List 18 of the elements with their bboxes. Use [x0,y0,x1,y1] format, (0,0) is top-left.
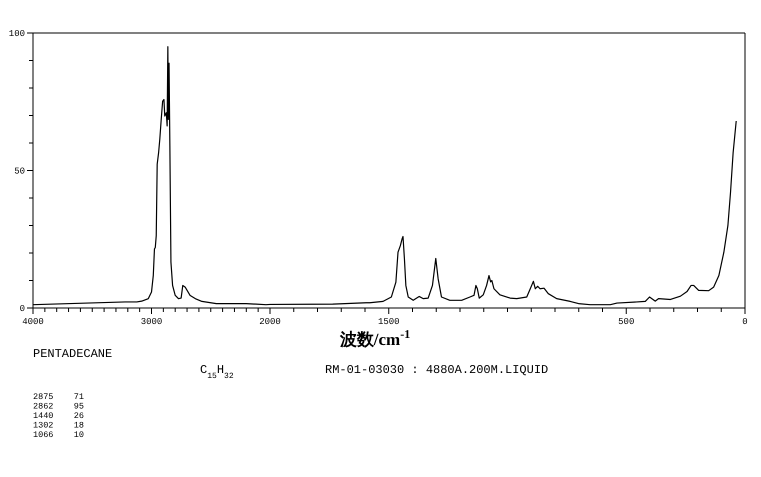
x-axis-title: 波数/cm$^{-1}$ [338,327,410,349]
text: 2875 71 [33,392,84,402]
x-tick-label: 0 [742,317,748,327]
x-tick-label: 2000 [259,317,281,327]
x-tick-label: 3000 [140,317,162,327]
x-tick-label: 500 [618,317,634,327]
x-tick-label: 4000 [22,317,44,327]
y-tick-label: 0 [20,304,25,314]
text: PENTADECANE [33,347,112,361]
y-tick-label: 100 [8,29,25,39]
text: C$_{15}$H$_{32}$ [200,363,234,380]
text: 2862 95 [33,402,84,412]
x-tick-label: 1500 [378,317,400,327]
text: RM-01-03030 : 4880A.200M.LIQUID [325,363,548,377]
text: 1440 26 [33,411,84,421]
y-tick-label: 50 [14,166,25,176]
text: 1302 18 [33,420,84,430]
text: 1066 10 [33,430,84,440]
